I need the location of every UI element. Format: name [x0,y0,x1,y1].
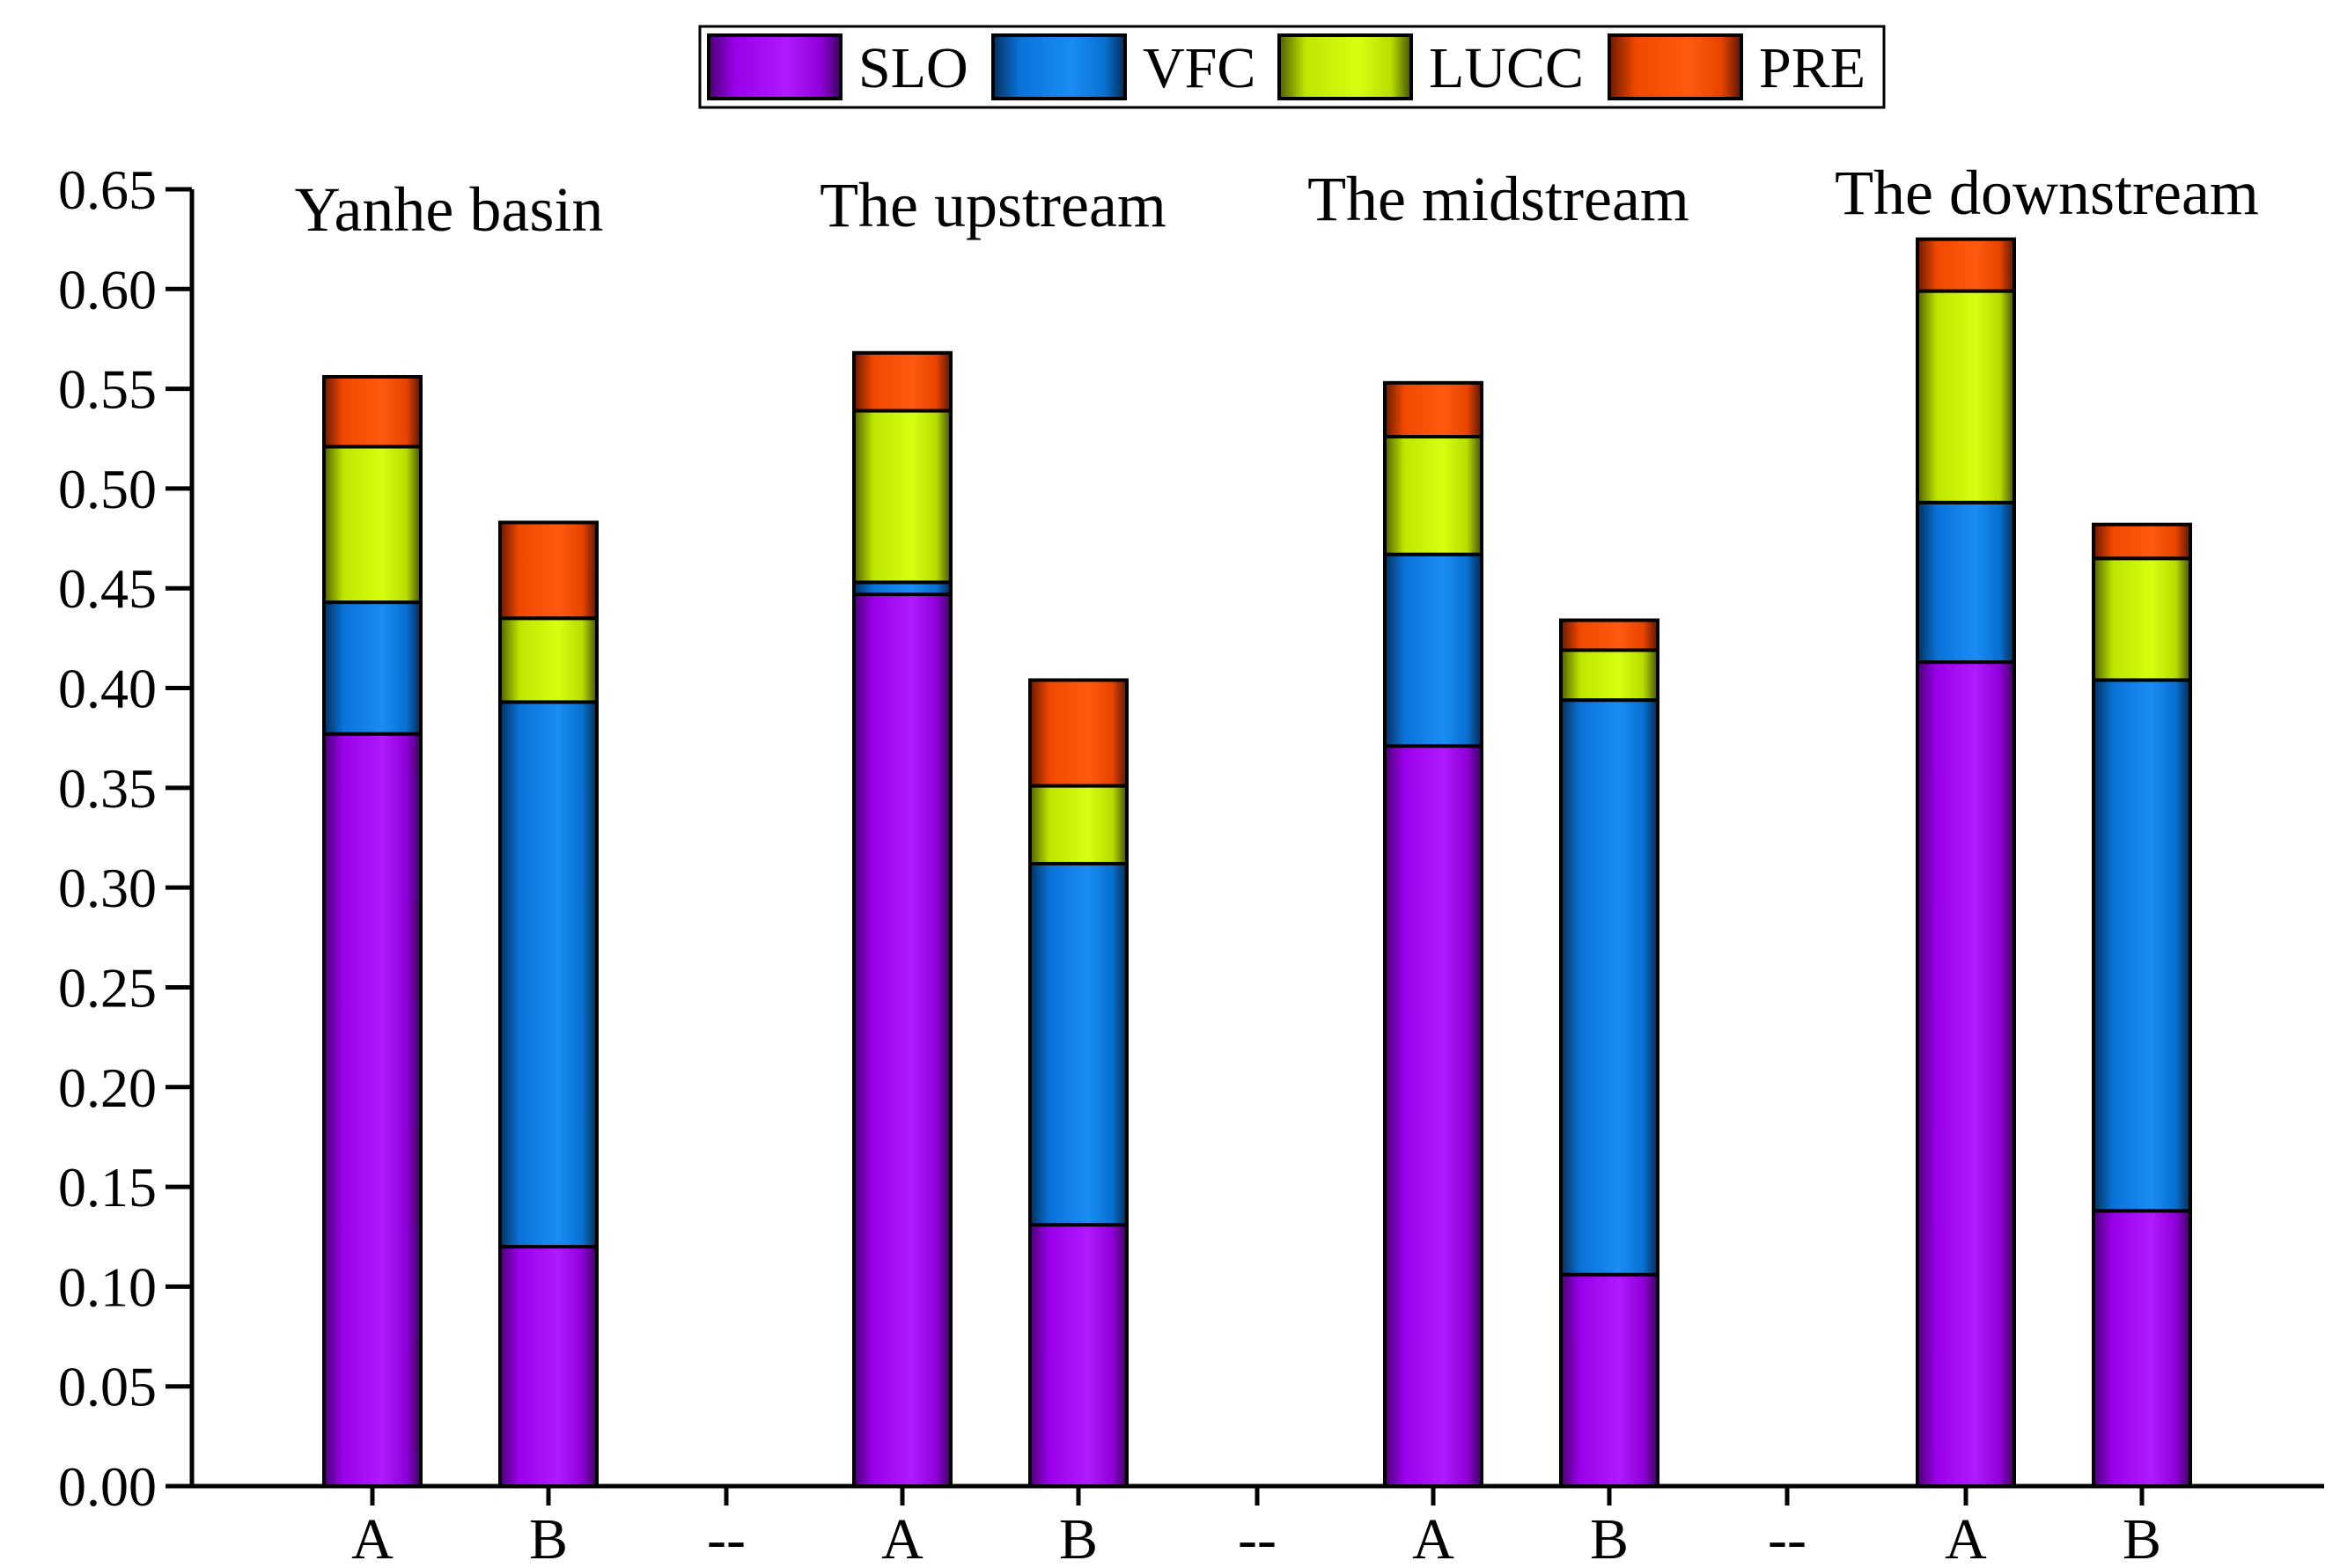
legend-item-vfc: VFC [991,33,1255,100]
bar-segment-pre [322,375,423,449]
bar-segment-lucc [852,409,953,585]
bar-stack [1916,237,2016,1488]
y-tick-label: 0.30 [58,857,157,919]
y-tick-label: 0.40 [58,658,157,720]
bar-segment-vfc [1559,698,1659,1277]
legend-item-slo: SLO [707,33,968,100]
bar-stack [1028,678,1129,1488]
y-tick-label: 0.20 [58,1056,157,1119]
group-labels: Yanhe basin The upstream The midstream The … [295,158,2259,245]
legend-swatch [707,33,843,100]
bar-segment-slo [322,732,423,1488]
legend-item-lucc: LUCC [1277,33,1584,100]
x-tick-label: -- [1768,1507,1807,1568]
bar-segment-vfc [322,600,423,736]
bar-segment-slo [1028,1223,1129,1488]
y-tick-label: 0.00 [58,1455,157,1518]
legend-item-pre: PRE [1608,33,1865,100]
bar-segment-pre [852,350,953,413]
x-tick-label: -- [707,1507,746,1568]
group-label: The midstream [1307,164,1689,234]
bar-segment-lucc [498,616,599,704]
bar-segment-vfc [1383,552,1483,748]
bar-segment-slo [852,593,953,1488]
bar-segment-slo [2092,1209,2192,1488]
bar-stack [498,520,599,1488]
bar-segment-pre [2092,522,2192,561]
bar-segment-lucc [1383,435,1483,556]
bar-segment-lucc [322,445,423,605]
x-tick-label: B [1590,1507,1629,1568]
bar-segment-vfc [2092,678,2192,1213]
x-tick-label: B [529,1507,568,1568]
y-tick-label: 0.65 [58,158,157,221]
bar-segment-slo [1383,744,1483,1488]
bar-segment-lucc [2092,556,2192,682]
group-label: The upstream [820,170,1166,240]
bar-segment-vfc [852,580,953,597]
y-tick-label: 0.15 [58,1156,157,1218]
y-tick-label: 0.35 [58,757,157,820]
x-tick-label: -- [1238,1507,1277,1568]
bar-segment-pre [1916,237,2016,293]
y-tick-label: 0.50 [58,458,157,520]
x-tick-label: A [1412,1507,1454,1568]
x-tick-label: B [1059,1507,1098,1568]
x-tick-label: A [1945,1507,1987,1568]
bar-segment-lucc [1028,784,1129,865]
bar-stack [852,350,953,1488]
bar-segment-lucc [1916,289,2016,504]
bar-segment-pre [1559,618,1659,652]
x-tick-label: A [351,1507,394,1568]
x-tick-label: A [881,1507,923,1568]
bar-segment-lucc [1559,648,1659,703]
bar-segment-pre [1028,678,1129,788]
bar-stack [1559,618,1659,1489]
y-tick-label: 0.45 [58,557,157,620]
y-tick-label: 0.10 [58,1255,157,1318]
bar-segment-vfc [1916,500,2016,665]
bar-segment-pre [498,520,599,621]
y-tick-label: 0.55 [58,358,157,421]
bar-segment-slo [498,1245,599,1488]
legend-swatch [1277,33,1413,100]
y-tick-label: 0.60 [58,258,157,320]
legend-swatch [1608,33,1743,100]
bar-segment-slo [1916,660,2016,1488]
y-tick-label: 0.25 [58,956,157,1019]
legend: SLO VFC LUCC PRE [698,25,1886,109]
group-label: Yanhe basin [295,174,604,245]
bar-segment-pre [1383,380,1483,439]
legend-label: PRE [1759,36,1865,100]
bar-stack [2092,522,2192,1488]
bar-stack [1383,380,1483,1488]
bar-segment-vfc [498,700,599,1249]
y-tick-label: 0.05 [58,1356,157,1418]
bar-segment-vfc [1028,861,1129,1227]
axes: 0.00 0.05 0.10 0.15 0.20 0.25 0.30 0.35 0.40 0.45… [58,158,2324,1568]
legend-label: VFC [1143,36,1255,100]
legend-label: LUCC [1429,36,1584,100]
legend-swatch [991,33,1127,100]
bar-stack [322,375,423,1488]
group-label: The downstream [1835,158,2259,228]
legend-label: SLO [858,36,968,100]
bars [322,237,2192,1489]
bar-segment-slo [1559,1272,1659,1489]
x-tick-label: B [2123,1507,2161,1568]
